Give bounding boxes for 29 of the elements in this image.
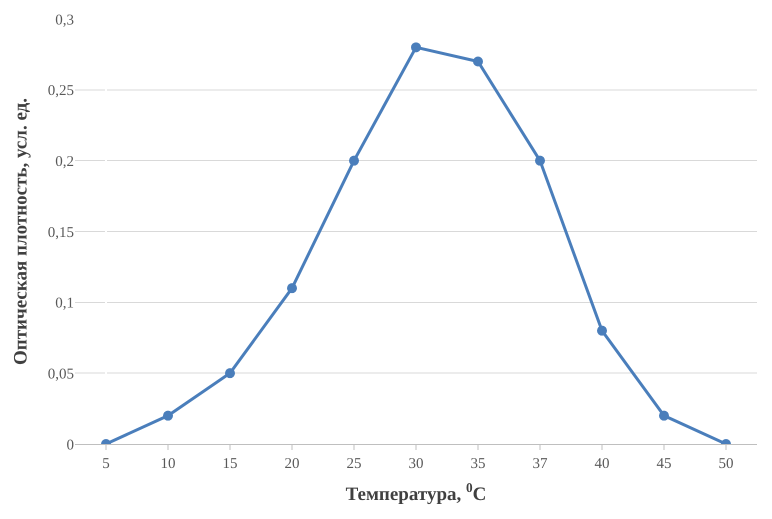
point bbox=[349, 156, 359, 166]
x-tick-label: 5 bbox=[102, 456, 110, 472]
point bbox=[411, 42, 421, 52]
x-tick-label: 45 bbox=[656, 456, 672, 472]
x-tick-label: 35 bbox=[470, 456, 486, 472]
x-tick-label: 50 bbox=[718, 456, 734, 472]
y-tick-label: 0,1 bbox=[55, 296, 74, 312]
point bbox=[535, 156, 545, 166]
x-tick-label: 40 bbox=[594, 456, 610, 472]
y-axis-title: Оптическая плотность, усл. ед. bbox=[10, 98, 32, 366]
point bbox=[287, 283, 297, 294]
point bbox=[659, 410, 669, 421]
x-tick-label: 15 bbox=[222, 456, 238, 472]
x-tick-label: 30 bbox=[408, 456, 424, 472]
x-tick-label: 20 bbox=[284, 456, 300, 472]
x-tick-label: 37 bbox=[532, 456, 548, 472]
point bbox=[163, 410, 173, 421]
y-tick-label: 0,2 bbox=[55, 154, 74, 170]
x-tick-label: 10 bbox=[160, 456, 176, 472]
x-axis-title: Температура, $^{0}$C bbox=[346, 480, 486, 505]
y-tick-label: 0,05 bbox=[48, 366, 74, 382]
x-tick-label: 25 bbox=[346, 456, 362, 472]
y-tick-label: 0,25 bbox=[48, 83, 74, 100]
y-tick-label: 0,3 bbox=[55, 12, 74, 28]
y-tick-label: 0 bbox=[66, 437, 74, 454]
point bbox=[597, 326, 607, 336]
point bbox=[225, 368, 235, 378]
y-tick-label: 0,15 bbox=[48, 224, 74, 241]
point bbox=[473, 56, 483, 66]
